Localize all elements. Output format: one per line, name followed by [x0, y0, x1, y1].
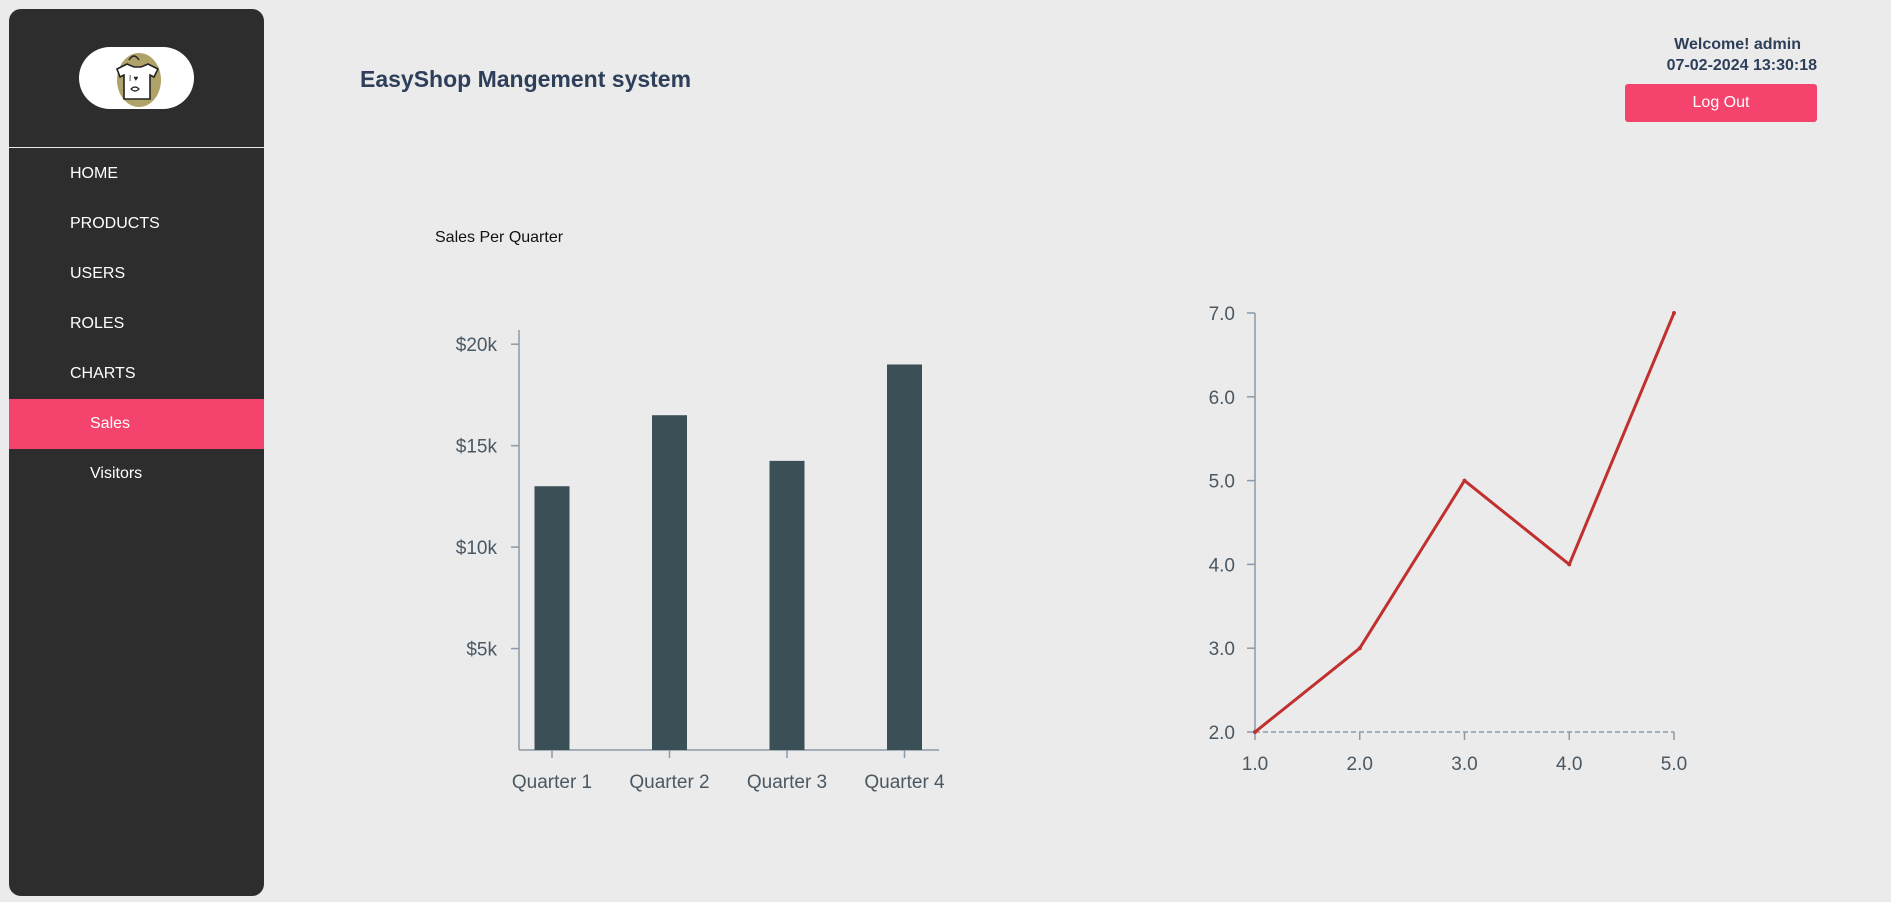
- bar-y-tick-label: $15k: [456, 437, 498, 458]
- bar-x-tick-label: Quarter 4: [864, 772, 945, 793]
- line-point: [1253, 730, 1257, 734]
- line-series: [1254, 312, 1676, 734]
- line-y-tick-label: 6.0: [1209, 388, 1235, 409]
- sidebar-item-visitors[interactable]: Visitors: [90, 465, 143, 482]
- line-point: [1672, 311, 1676, 315]
- sidebar-item-sales[interactable]: Sales: [9, 399, 264, 449]
- sidebar-item-charts[interactable]: CHARTS: [70, 365, 136, 382]
- line-y-tick-label: 4.0: [1209, 555, 1235, 576]
- sidebar-item-roles[interactable]: ROLES: [70, 315, 125, 332]
- line-x-tick-label: 5.0: [1661, 754, 1687, 775]
- line-point: [1357, 646, 1362, 651]
- line-x-tick-label: 1.0: [1242, 754, 1268, 775]
- line-point: [1567, 562, 1572, 567]
- bar-x-tick-label: Quarter 3: [747, 772, 827, 793]
- sales-bar-chart: $5k $10k $15k $20k Quarter 1 Quarter 2 Quarter…: [456, 330, 945, 793]
- logo-area: I ♥: [9, 9, 264, 148]
- logout-button[interactable]: Log Out: [1625, 84, 1817, 122]
- datetime-text: 07-02-2024 13:30:18: [1666, 57, 1817, 74]
- sales-line-chart: 2.0 3.0 4.0 5.0 6.0 7.0 1.0 2.0 3.0 4.0 5.0: [1209, 304, 1688, 775]
- sidebar: I ♥ HOME PRODUCTS USERS ROLES CHARTS Sales Vis…: [9, 9, 264, 896]
- line-x-tick-label: 3.0: [1451, 754, 1477, 775]
- bar: [534, 486, 570, 750]
- welcome-text: Welcome! admin: [1674, 36, 1801, 53]
- line-x-tick-label: 2.0: [1347, 754, 1373, 775]
- bar-y-tick-label: $20k: [456, 335, 498, 356]
- sidebar-item-users[interactable]: USERS: [70, 265, 126, 282]
- line-point: [1462, 478, 1467, 483]
- line-y-tick-label: 7.0: [1209, 304, 1235, 325]
- line-x-tick-label: 4.0: [1556, 754, 1582, 775]
- line-y-tick-label: 2.0: [1209, 723, 1235, 744]
- line-y-tick-label: 5.0: [1209, 472, 1235, 493]
- bar-x-tick-label: Quarter 1: [512, 772, 592, 793]
- bar: [652, 415, 687, 750]
- logo-badge[interactable]: I ♥: [79, 47, 194, 109]
- user-area: Welcome! admin 07-02-2024 13:30:18 Log O…: [1617, 35, 1817, 122]
- logo-text: I ♥: [129, 74, 138, 83]
- bar: [769, 460, 805, 750]
- bar-y-tick-label: $10k: [456, 538, 498, 559]
- tshirt-logo-icon: I ♥: [115, 53, 161, 107]
- sidebar-item-products[interactable]: PRODUCTS: [70, 215, 160, 232]
- bar-x-tick-label: Quarter 2: [629, 772, 709, 793]
- bar: [887, 364, 922, 750]
- line-y-tick-label: 3.0: [1209, 639, 1235, 660]
- bar-y-tick-label: $5k: [466, 640, 497, 661]
- page-title: EasyShop Mangement system: [360, 66, 692, 92]
- bar-chart-title: Sales Per Quarter: [435, 229, 564, 246]
- sidebar-nav: HOME PRODUCTS USERS ROLES CHARTS Sales Visitor…: [9, 149, 264, 499]
- sidebar-item-home[interactable]: HOME: [70, 165, 118, 182]
